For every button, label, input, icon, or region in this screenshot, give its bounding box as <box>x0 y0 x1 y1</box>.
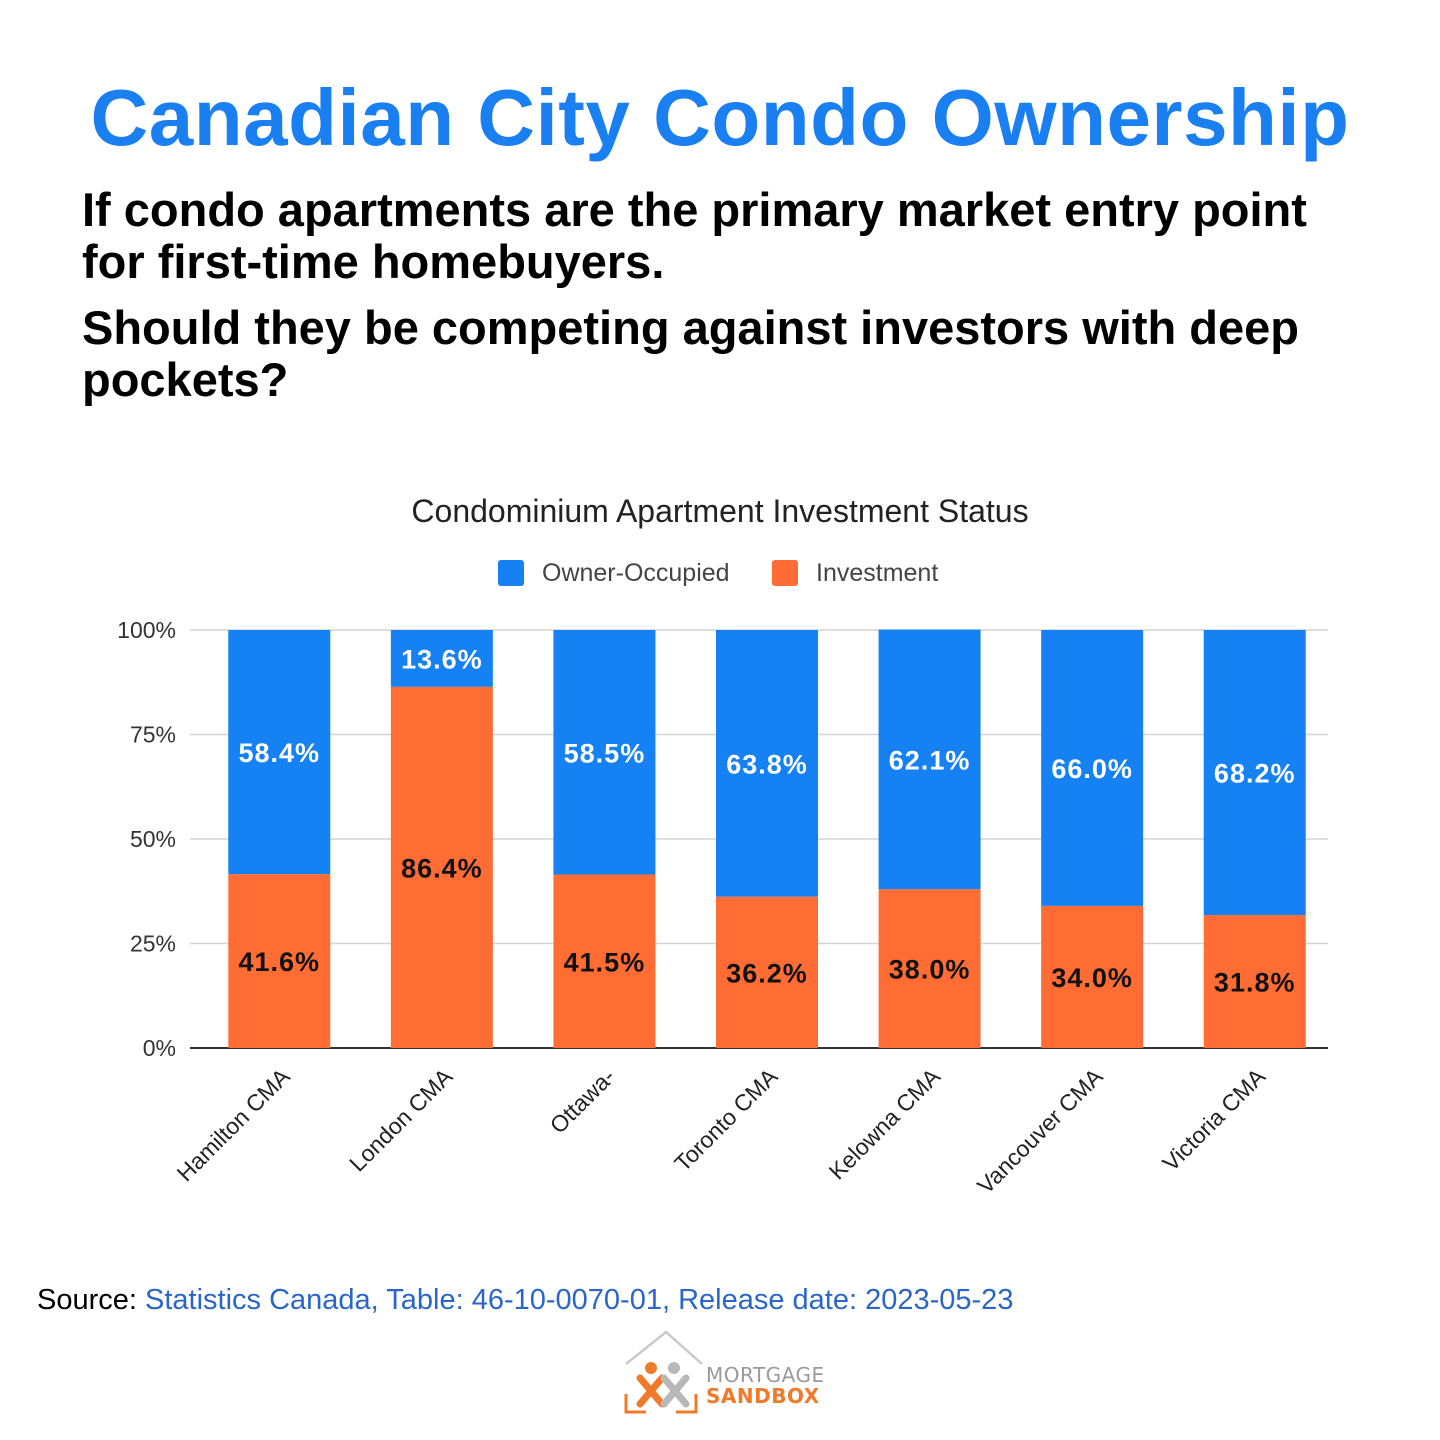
bar-investment <box>390 686 493 1048</box>
data-label-owner-occupied: 66.0% <box>1051 754 1133 784</box>
page-title: Canadian City Condo Ownership <box>90 73 1350 162</box>
legend-swatch-investment <box>772 560 798 586</box>
data-label-investment: 34.0% <box>1051 963 1133 993</box>
bar-investment <box>1041 905 1144 1048</box>
y-tick-label: 25% <box>130 931 176 957</box>
data-label-investment: 86.4% <box>401 853 483 883</box>
legend-label-owner-occupied: Owner-Occupied <box>542 559 730 587</box>
bar-investment <box>553 874 656 1048</box>
bar-owner-occupied <box>1041 630 1144 906</box>
x-tick-label: Ottawa- <box>545 1063 620 1138</box>
bar-owner-occupied <box>553 630 656 875</box>
data-label-investment: 38.0% <box>889 955 971 985</box>
data-label-owner-occupied: 68.2% <box>1214 759 1296 789</box>
data-label-owner-occupied: 63.8% <box>726 749 808 779</box>
data-label-investment: 31.8% <box>1214 968 1296 998</box>
source-label: Source: <box>37 1284 137 1316</box>
x-tick-label: Kelowna CMA <box>824 1063 946 1185</box>
y-tick-label: 0% <box>143 1035 176 1061</box>
bar-investment <box>878 889 981 1048</box>
bar-investment <box>716 896 818 1048</box>
stacked-bar-chart: Condominium Apartment Investment Status … <box>117 493 1328 1199</box>
bar-owner-occupied <box>716 630 818 897</box>
bar-investment <box>228 874 331 1048</box>
source-link[interactable]: Statistics Canada, Table: 46-10-0070-01,… <box>145 1284 1014 1316</box>
data-label-owner-occupied: 62.1% <box>889 745 971 775</box>
data-label-investment: 41.5% <box>564 947 646 977</box>
data-label-investment: 41.6% <box>239 947 321 977</box>
x-tick-label: Toronto CMA <box>669 1063 783 1177</box>
logo-house-icon <box>624 1330 703 1414</box>
bar-owner-occupied <box>228 630 331 875</box>
chart-title: Condominium Apartment Investment Status <box>411 493 1028 529</box>
data-label-owner-occupied: 13.6% <box>401 644 483 674</box>
x-tick-label: Vancouver CMA <box>972 1063 1108 1199</box>
mortgage-sandbox-logo: MORTGAGE SANDBOX <box>622 1328 832 1418</box>
x-tick-label: London CMA <box>344 1063 458 1177</box>
x-tick-label: Victoria CMA <box>1157 1063 1270 1176</box>
bar-owner-occupied <box>390 630 493 687</box>
subtitle-question-1: If condo apartments are the primary mark… <box>82 183 1307 288</box>
data-label-investment: 36.2% <box>726 958 808 988</box>
source-citation: Source: Statistics Canada, Table: 46-10-… <box>37 1284 1013 1317</box>
x-tick-label: Hamilton CMA <box>172 1063 296 1187</box>
bar-investment <box>1203 915 1306 1048</box>
bar-owner-occupied <box>878 629 981 890</box>
data-label-owner-occupied: 58.5% <box>564 738 646 768</box>
bar-owner-occupied <box>1203 630 1306 916</box>
legend-swatch-owner-occupied <box>498 560 524 586</box>
subtitle-question-2: Should they be competing against investo… <box>82 301 1299 406</box>
legend-label-investment: Investment <box>816 559 938 587</box>
y-tick-label: 50% <box>130 826 176 852</box>
data-label-owner-occupied: 58.4% <box>239 738 321 768</box>
y-tick-label: 75% <box>130 722 176 748</box>
logo-text-mortgage: MORTGAGE <box>706 1363 825 1387</box>
logo-text-sandbox: SANDBOX <box>706 1384 820 1408</box>
y-tick-label: 100% <box>117 617 176 643</box>
